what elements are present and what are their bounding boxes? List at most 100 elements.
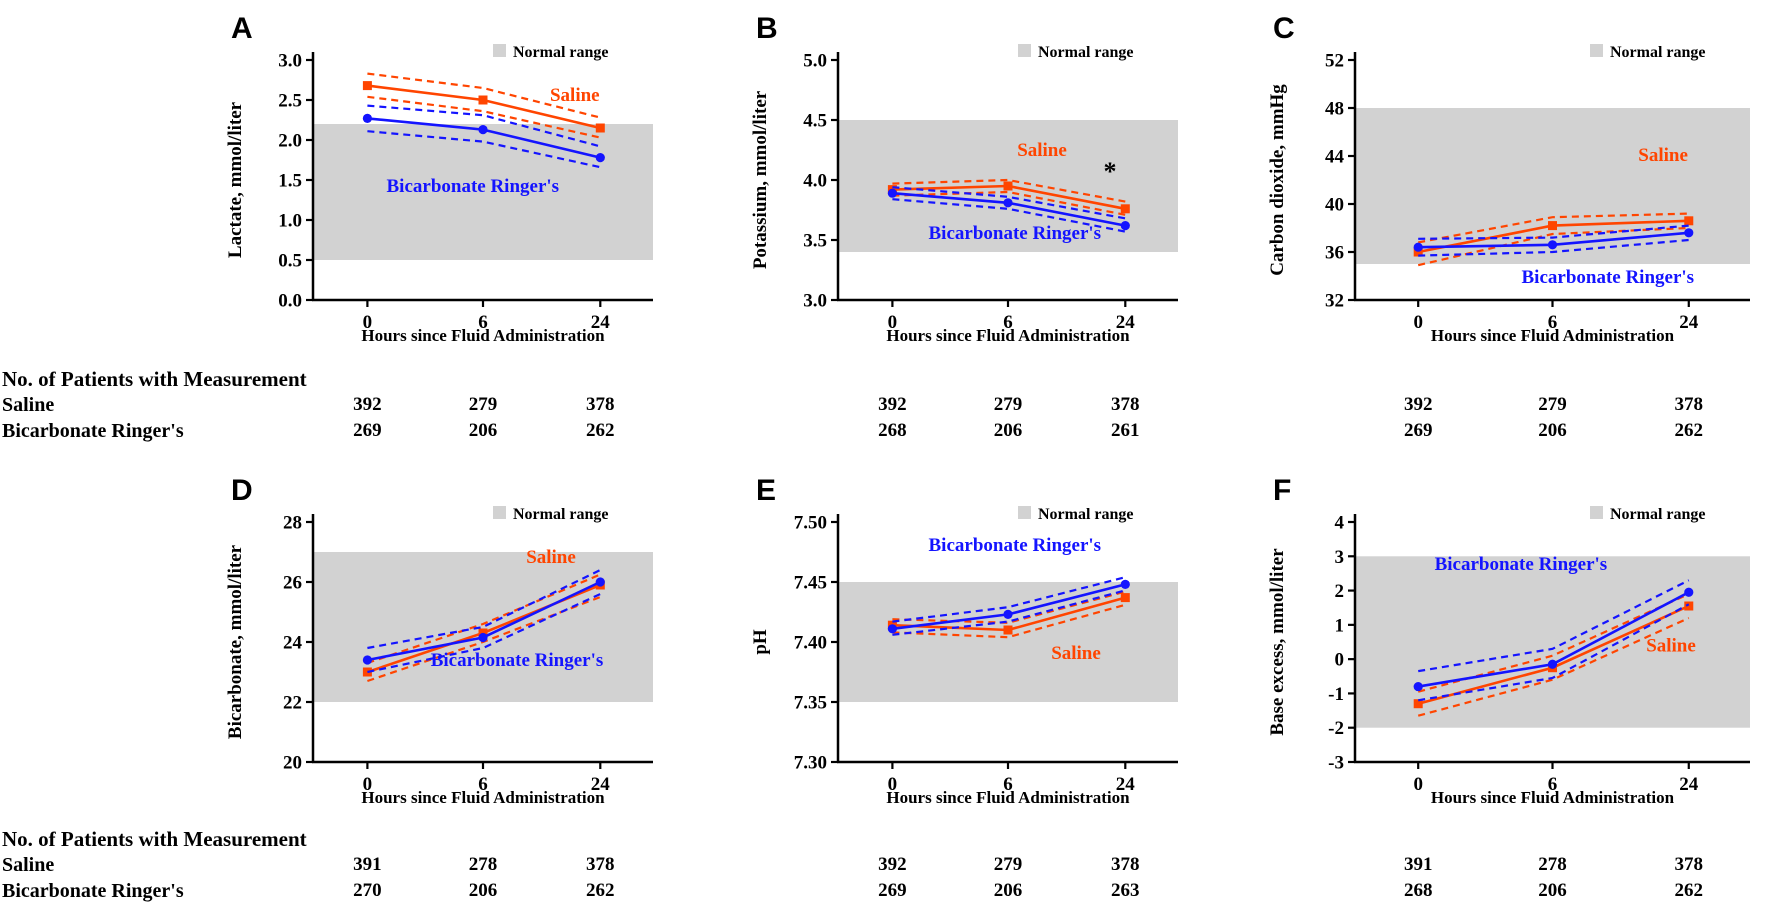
count-a-bicarbonate-0h: 269 bbox=[353, 420, 382, 441]
bicarbonate-ci-lower-line bbox=[1418, 603, 1690, 702]
panel-a-chart: A Normal range 0.0 0.5 1.0 1.5 2.0 2.5 3.0 0 6 24 La… bbox=[225, 12, 653, 345]
x-tick-label: 24 bbox=[591, 774, 611, 795]
y-tick-label: 40 bbox=[1325, 195, 1344, 216]
saline-ci-upper-line bbox=[892, 590, 1126, 624]
bicarbonate-ci-lower-line bbox=[892, 589, 1126, 636]
x-tick-label: 0 bbox=[888, 312, 898, 333]
count-c-bicarbonate-6h: 206 bbox=[1538, 420, 1567, 441]
panel-c-chart: C Normal range 32 36 40 44 48 52 0 6 24 Carbon diox… bbox=[1267, 12, 1750, 345]
normal-range-legend-swatch-icon bbox=[1590, 506, 1603, 519]
bicarbonate-marker bbox=[1003, 198, 1013, 208]
count-b-bicarbonate-6h: 206 bbox=[993, 420, 1023, 441]
count-b-bicarbonate-0h: 268 bbox=[878, 420, 907, 441]
count-e-saline-0h: 392 bbox=[878, 854, 907, 875]
y-tick-label: -2 bbox=[1328, 718, 1344, 739]
normal-range-legend-label: Normal range bbox=[513, 506, 609, 523]
count-a-saline-0h: 392 bbox=[353, 394, 382, 415]
panel-letter-e: E bbox=[756, 474, 776, 507]
count-c-saline-24h: 378 bbox=[1674, 394, 1704, 415]
count-c-bicarbonate-0h: 269 bbox=[1403, 420, 1433, 441]
saline-marker bbox=[1003, 181, 1013, 191]
count-d-saline-0h: 391 bbox=[353, 854, 382, 875]
bicarbonate-series-label: Bicarbonate Ringer's bbox=[1435, 554, 1608, 575]
x-axis-label: Hours since Fluid Administration bbox=[1431, 788, 1675, 807]
count-e-saline-24h: 378 bbox=[1111, 854, 1140, 875]
bicarbonate-marker bbox=[1413, 681, 1423, 692]
y-tick-label: 22 bbox=[283, 693, 302, 714]
count-d-bicarbonate-0h: 270 bbox=[353, 880, 382, 901]
x-axis-label: Hours since Fluid Administration bbox=[1431, 326, 1675, 345]
count-a-bicarbonate-24h: 262 bbox=[586, 420, 615, 441]
panel-d-chart: D Normal range 20 22 24 26 28 0 6 24 Bicarbonate, … bbox=[225, 474, 653, 807]
saline-marker bbox=[595, 123, 605, 133]
count-f-bicarbonate-24h: 262 bbox=[1674, 880, 1704, 901]
y-tick-label: 7.40 bbox=[794, 633, 827, 654]
x-tick-label: 0 bbox=[363, 312, 373, 333]
x-tick-label: 6 bbox=[1003, 312, 1013, 333]
bicarbonate-series-label: Bicarbonate Ringer's bbox=[431, 650, 604, 671]
count-b-bicarbonate-24h: 261 bbox=[1111, 420, 1140, 441]
panel-letter-d: D bbox=[231, 474, 253, 507]
bicarbonate-ci-lower-line bbox=[367, 130, 601, 169]
x-axis-label: Hours since Fluid Administration bbox=[886, 326, 1130, 345]
saline-ci-upper-line bbox=[367, 573, 601, 665]
y-tick-label: 2.0 bbox=[278, 131, 302, 152]
y-tick-label: 4.0 bbox=[803, 171, 827, 192]
normal-range-legend-label: Normal range bbox=[1610, 44, 1706, 61]
panel-letter-c: C bbox=[1273, 12, 1295, 45]
normal-range-legend-swatch-icon bbox=[1590, 44, 1603, 57]
bicarbonate-marker bbox=[1684, 587, 1694, 597]
normal-range-legend-label: Normal range bbox=[1038, 506, 1134, 523]
y-tick-label: 7.45 bbox=[794, 573, 827, 594]
x-tick-label: 0 bbox=[888, 774, 898, 795]
y-tick-label: 44 bbox=[1325, 147, 1345, 168]
saline-series-label: Saline bbox=[550, 85, 600, 106]
saline-marker bbox=[478, 95, 488, 105]
bicarbonate-marker bbox=[887, 188, 897, 198]
y-tick-label: 24 bbox=[283, 633, 303, 654]
y-tick-label: 1.5 bbox=[278, 171, 302, 192]
count-b-saline-6h: 279 bbox=[993, 394, 1023, 415]
y-tick-label: 48 bbox=[1325, 99, 1344, 120]
y-tick-label: 0.5 bbox=[278, 251, 302, 272]
x-tick-label: 24 bbox=[1116, 774, 1136, 795]
x-tick-label: 0 bbox=[1413, 312, 1423, 333]
count-f-saline-6h: 278 bbox=[1538, 854, 1567, 875]
saline-ci-upper-line bbox=[892, 178, 1126, 203]
y-tick-label: 26 bbox=[283, 573, 302, 594]
significance-asterisk: * bbox=[1104, 157, 1117, 186]
x-tick-label: 6 bbox=[478, 312, 488, 333]
count-f-bicarbonate-6h: 206 bbox=[1538, 880, 1567, 901]
bicarbonate-marker bbox=[595, 153, 605, 163]
table-bottom-row-saline-label: Saline bbox=[2, 854, 55, 876]
normal-range-legend-swatch-icon bbox=[493, 506, 506, 519]
table-bottom-heading: No. of Patients with Measurement bbox=[2, 827, 307, 851]
saline-marker bbox=[1684, 601, 1694, 611]
saline-marker bbox=[1413, 247, 1423, 257]
panel-b-chart: B Normal range 3.0 3.5 4.0 4.5 5.0 0 6 24 Potassiu… bbox=[750, 12, 1178, 345]
count-e-saline-6h: 279 bbox=[993, 854, 1023, 875]
count-e-bicarbonate-6h: 206 bbox=[993, 880, 1023, 901]
x-tick-label: 24 bbox=[1116, 312, 1136, 333]
count-d-saline-24h: 378 bbox=[586, 854, 615, 875]
y-tick-label: 2 bbox=[1335, 581, 1345, 602]
bicarbonate-series-label: Bicarbonate Ringer's bbox=[387, 176, 560, 197]
x-tick-label: 6 bbox=[478, 774, 488, 795]
saline-ci-lower-line bbox=[892, 603, 1126, 639]
bicarbonate-ci-upper-line bbox=[892, 186, 1126, 220]
x-axis-label: Hours since Fluid Administration bbox=[886, 788, 1130, 807]
normal-range-legend-label: Normal range bbox=[513, 44, 609, 61]
y-tick-label: 0 bbox=[1335, 650, 1345, 671]
bicarbonate-ci-lower-line bbox=[892, 198, 1126, 233]
x-tick-label: 6 bbox=[1548, 312, 1558, 333]
bicarbonate-ci-upper-line bbox=[367, 569, 601, 650]
count-b-saline-0h: 392 bbox=[878, 394, 907, 415]
saline-series-label: Saline bbox=[1638, 145, 1688, 166]
count-c-saline-6h: 279 bbox=[1538, 394, 1567, 415]
bicarbonate-marker bbox=[1547, 659, 1558, 669]
y-axis-label: Lactate, mmol/liter bbox=[225, 101, 246, 258]
bicarbonate-marker bbox=[478, 125, 488, 135]
count-a-saline-6h: 279 bbox=[468, 394, 498, 415]
bicarbonate-marker bbox=[1003, 609, 1013, 619]
